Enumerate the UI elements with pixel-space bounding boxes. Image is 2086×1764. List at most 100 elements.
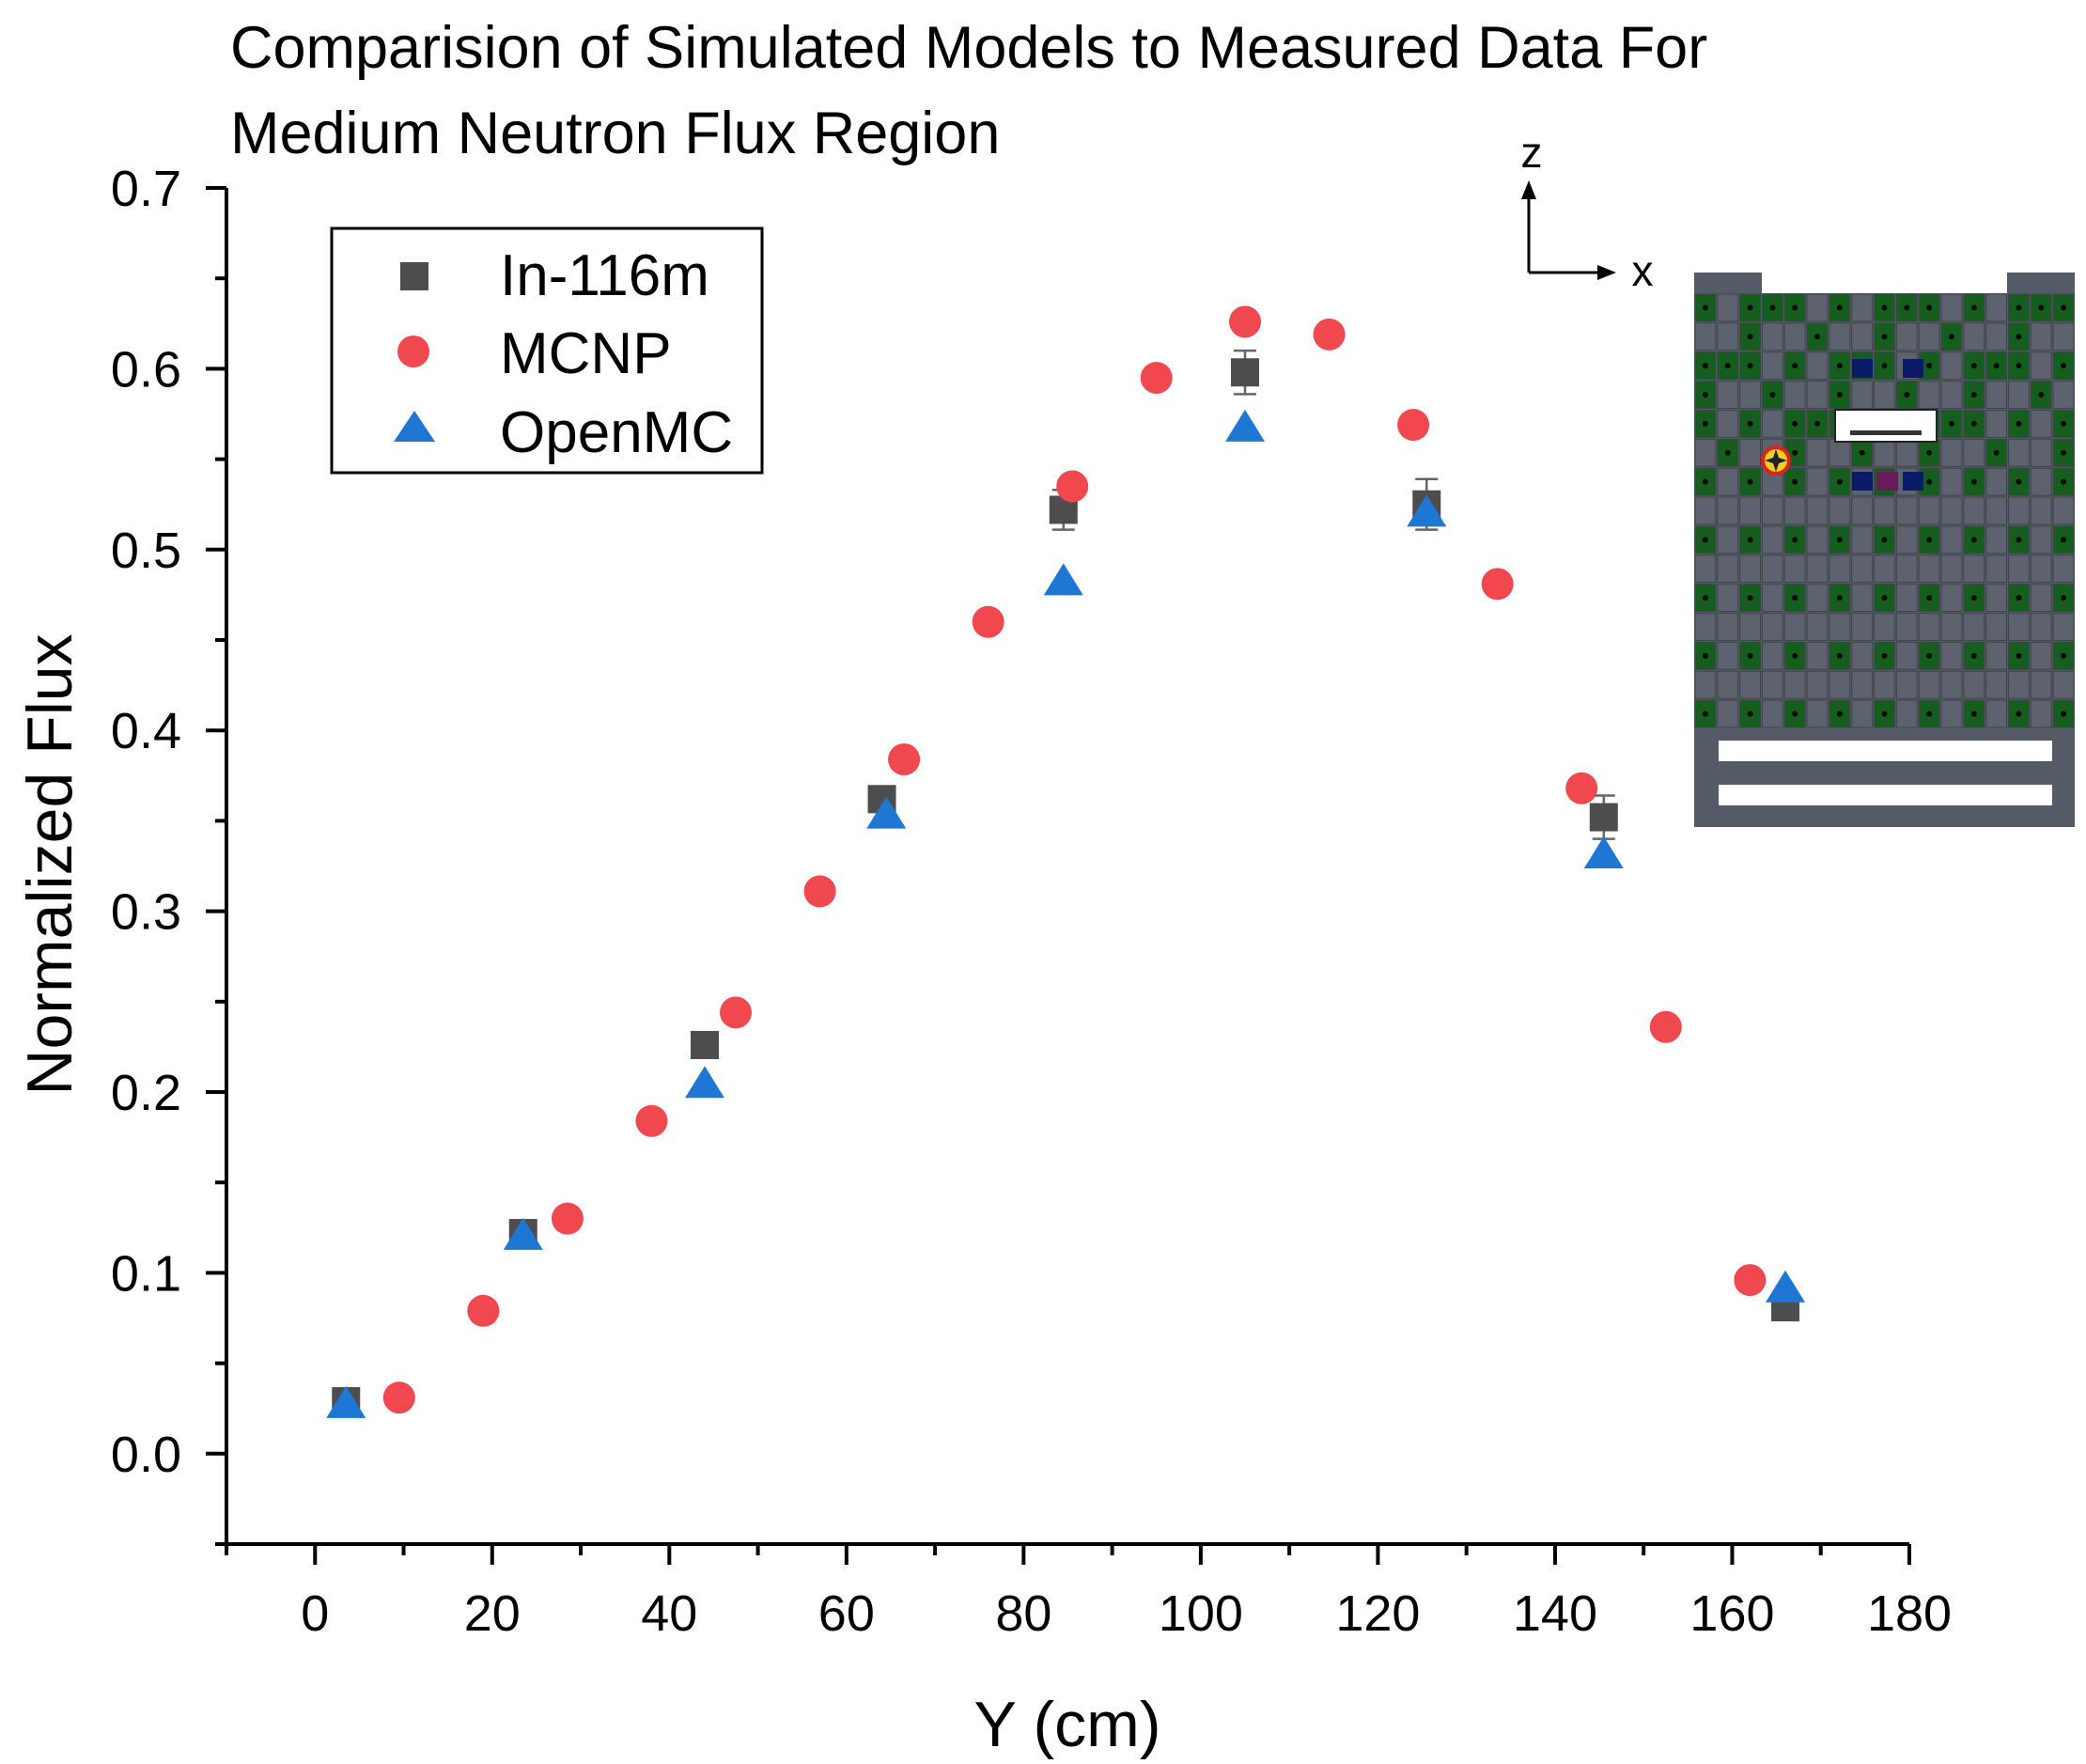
inset-cell <box>1761 351 1783 381</box>
data-point-triangle <box>1583 835 1624 868</box>
inset-cell <box>2030 438 2052 467</box>
inset-cell <box>1806 641 1829 670</box>
inset-cell <box>1895 322 1918 351</box>
inset-core-diagram <box>1694 273 2075 827</box>
inset-fuel-pin <box>2038 392 2045 398</box>
inset-fuel-pin <box>1769 392 1776 398</box>
y-tick-label: 0.3 <box>111 884 181 941</box>
inset-cell <box>1829 496 1851 525</box>
data-point-triangle <box>503 1217 543 1250</box>
inset-cell <box>1940 699 1963 728</box>
inset-reflector-slot <box>1719 785 2052 805</box>
inset-cell <box>1874 670 1895 699</box>
inset-z-label: z <box>1521 128 1543 177</box>
inset-cell <box>2030 525 2052 554</box>
inset-cell <box>2052 670 2075 699</box>
data-point-circle <box>1056 470 1089 503</box>
data-point-circle <box>1140 362 1173 395</box>
data-point-square <box>691 1030 720 1059</box>
inset-fuel-pin <box>1970 595 1977 601</box>
inset-cell <box>2008 613 2030 641</box>
inset-cell <box>2030 409 2052 438</box>
x-tick-label: 160 <box>1689 1585 1774 1642</box>
inset-fuel-pin <box>1836 478 1843 485</box>
inset-cell <box>2030 641 2052 670</box>
data-point-circle <box>1229 305 1262 338</box>
inset-cell <box>1806 496 1829 525</box>
inset-fuel-pin <box>1881 304 1888 311</box>
inset-fuel-pin <box>1881 652 1888 659</box>
data-point-circle <box>1734 1264 1767 1297</box>
inset-control-cell <box>1903 359 1923 378</box>
inset-cell <box>1851 670 1874 699</box>
inset-cell <box>1874 554 1895 584</box>
inset-fuel-pin <box>1702 652 1708 659</box>
inset-fuel-pin <box>1814 420 1821 427</box>
inset-cell <box>1717 467 1739 496</box>
inset-cell <box>2052 496 2075 525</box>
inset-cell <box>1985 293 2008 322</box>
inset-cell <box>1985 322 2008 351</box>
inset-cell <box>1761 554 1783 584</box>
inset-cell <box>1694 438 1717 467</box>
inset-cell <box>2052 322 2075 351</box>
inset-fuel-pin <box>1836 304 1843 311</box>
data-point-triangle <box>326 1385 366 1418</box>
inset-cell <box>1874 496 1895 525</box>
inset-fuel-pin <box>2061 449 2067 456</box>
inset-cell <box>1761 699 1783 728</box>
inset-cell <box>1940 670 1963 699</box>
data-point-triangle <box>1225 409 1266 442</box>
inset-control-cell <box>1852 472 1873 491</box>
legend-marker-openmc <box>394 411 435 442</box>
y-tick-label: 0.2 <box>111 1065 181 1121</box>
inset-fuel-pin <box>1792 652 1798 659</box>
series-mcnp <box>382 305 1767 1414</box>
inset-cell <box>1985 496 2008 525</box>
inset-cell <box>1761 525 1783 554</box>
inset-fuel-pin <box>1926 449 1933 456</box>
inset-cell <box>1851 584 1874 613</box>
inset-cell <box>1851 496 1874 525</box>
inset-fuel-pin <box>1881 537 1888 543</box>
inset-cell <box>2008 670 2030 699</box>
inset-cell <box>1783 381 1806 409</box>
x-tick-label: 180 <box>1867 1585 1952 1642</box>
inset-cell <box>1717 584 1739 613</box>
inset-fuel-pin <box>1904 304 1910 311</box>
inset-cell <box>1895 554 1918 584</box>
x-tick-label: 140 <box>1513 1585 1597 1642</box>
data-point-circle <box>467 1294 500 1327</box>
x-axis-title: Y (cm) <box>974 1689 1161 1760</box>
x-tick-label: 80 <box>995 1585 1051 1642</box>
inset-cell <box>1851 613 1874 641</box>
data-point-triangle <box>1766 1270 1806 1303</box>
inset-cell <box>1918 496 1940 525</box>
inset-cell <box>1806 670 1829 699</box>
inset-cell <box>1806 699 1829 728</box>
data-point-circle <box>888 742 921 775</box>
inset-cell <box>1985 670 2008 699</box>
inset-fuel-pin <box>1724 449 1731 456</box>
inset-cell <box>1940 467 1963 496</box>
chart-title-line-2: Medium Neutron Flux Region <box>230 101 1000 166</box>
inset-cell <box>1783 554 1806 584</box>
inset-cell <box>1739 670 1761 699</box>
inset-fuel-pin <box>2061 710 2067 717</box>
inset-cell <box>2052 554 2075 584</box>
inset-fuel-pin <box>2061 595 2067 601</box>
inset-cell <box>1806 381 1829 409</box>
inset-cell <box>1874 381 1895 409</box>
inset-cell <box>1717 699 1739 728</box>
inset-cell <box>1963 670 1985 699</box>
inset-cell <box>1806 613 1829 641</box>
y-tick-label: 0.1 <box>111 1245 181 1302</box>
inset-cell <box>1940 613 1963 641</box>
inset-cell <box>1985 641 2008 670</box>
inset-cell <box>1940 525 1963 554</box>
inset-fuel-pin <box>1747 710 1753 717</box>
inset-cell <box>1851 699 1874 728</box>
inset-fuel-pin <box>1970 392 1977 398</box>
data-point-circle <box>382 1382 415 1414</box>
inset-cell <box>1694 496 1717 525</box>
